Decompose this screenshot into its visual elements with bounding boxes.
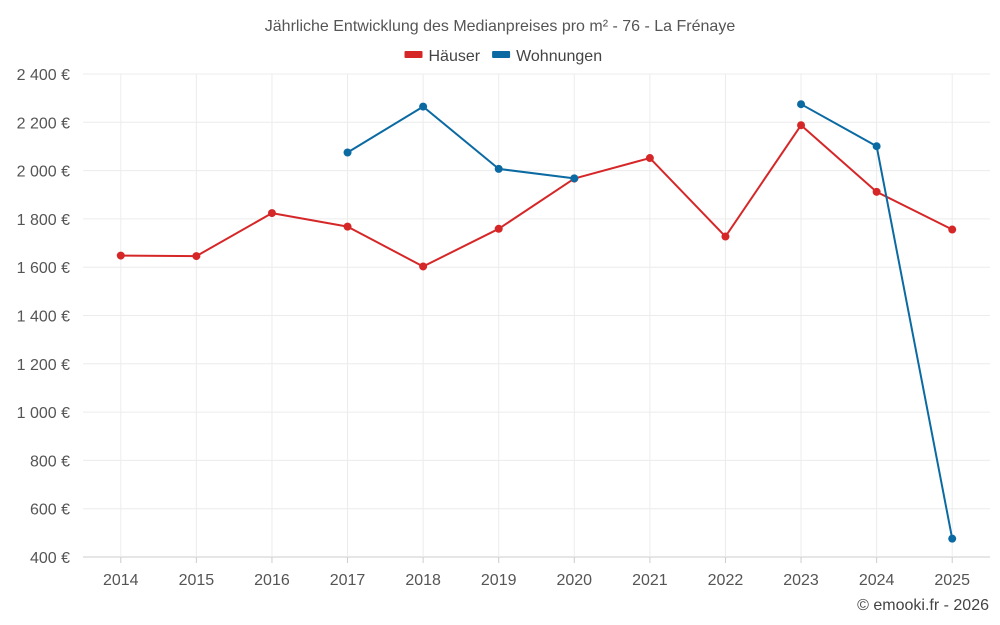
series-line-häuser	[120, 124, 953, 268]
y-tick-label: 1 200 €	[17, 357, 70, 374]
data-point-häuser-2018[interactable]	[419, 262, 428, 271]
y-tick-label: 2 000 €	[17, 164, 70, 181]
data-point-wohnungen-2020[interactable]	[570, 174, 579, 183]
data-point-häuser-2021[interactable]	[645, 154, 654, 163]
x-tick-label: 2014	[103, 572, 139, 589]
data-point-häuser-2023[interactable]	[797, 121, 806, 130]
data-point-wohnungen-2018[interactable]	[419, 102, 428, 111]
data-point-häuser-2014[interactable]	[116, 251, 125, 260]
y-tick-label: 1 800 €	[17, 212, 70, 229]
x-tick-label: 2019	[481, 572, 517, 589]
x-tick-label: 2016	[254, 572, 290, 589]
x-tick-label: 2021	[632, 572, 668, 589]
data-point-häuser-2025[interactable]	[948, 225, 957, 234]
y-tick-label: 2 400 €	[17, 67, 70, 84]
data-point-häuser-2024[interactable]	[872, 187, 881, 196]
series	[116, 100, 957, 543]
y-tick-label: 400 €	[30, 550, 70, 567]
y-tick-label: 1 000 €	[17, 405, 70, 422]
y-tick-label: 600 €	[30, 502, 70, 519]
data-point-häuser-2016[interactable]	[267, 209, 276, 218]
data-point-häuser-2017[interactable]	[343, 222, 352, 231]
y-tick-label: 2 200 €	[17, 115, 70, 132]
legend-item-wohnungen[interactable]: Wohnungen	[492, 48, 602, 65]
legend-label: Wohnungen	[516, 48, 602, 65]
grid	[83, 73, 990, 558]
y-tick-label: 800 €	[30, 453, 70, 470]
data-point-wohnungen-2025[interactable]	[948, 534, 957, 543]
legend: Häuser Wohnungen	[404, 48, 602, 65]
y-tick-label: 1 400 €	[17, 309, 70, 326]
x-axis: 2014 2015 2016 2017 2018 2019 2020 2021 2022 2023…	[103, 557, 970, 589]
data-point-häuser-2022[interactable]	[721, 232, 730, 241]
y-axis: 400 € 600 € 800 € 1 000 € 1 200 € 1 400 € 1 60…	[17, 67, 70, 567]
data-point-wohnungen-2023[interactable]	[797, 100, 806, 109]
x-tick-label: 2015	[179, 572, 215, 589]
x-tick-label: 2017	[330, 572, 366, 589]
legend-swatch	[492, 51, 511, 58]
data-point-wohnungen-2024[interactable]	[872, 142, 881, 151]
chart-title: Jährliche Entwicklung des Medianpreises …	[265, 18, 736, 35]
x-tick-label: 2020	[556, 572, 592, 589]
data-point-häuser-2015[interactable]	[192, 252, 201, 261]
series-line-wohnungen	[347, 105, 575, 180]
y-tick-label: 1 600 €	[17, 260, 70, 277]
legend-item-häuser[interactable]: Häuser	[404, 48, 481, 65]
x-tick-label: 2025	[934, 572, 970, 589]
x-tick-label: 2022	[708, 572, 744, 589]
x-tick-label: 2024	[859, 572, 895, 589]
x-tick-label: 2023	[783, 572, 819, 589]
data-point-wohnungen-2017[interactable]	[343, 148, 352, 157]
legend-label: Häuser	[429, 48, 481, 65]
credit-text: © emooki.fr - 2026	[857, 597, 989, 614]
legend-swatch	[404, 51, 423, 58]
data-point-häuser-2019[interactable]	[494, 224, 503, 233]
x-tick-label: 2018	[405, 572, 441, 589]
data-point-wohnungen-2019[interactable]	[494, 164, 503, 173]
